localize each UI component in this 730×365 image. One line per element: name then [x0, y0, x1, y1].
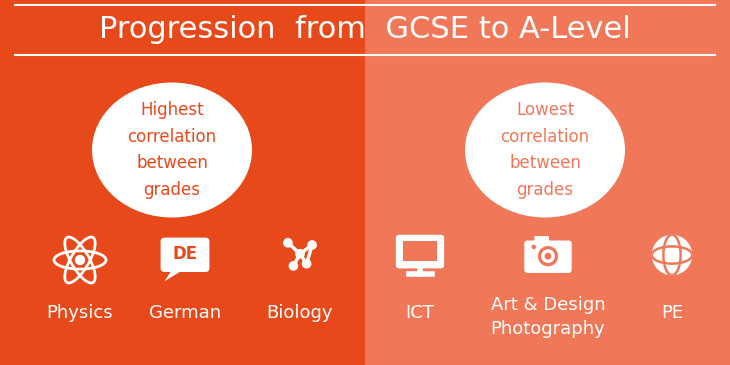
Text: Highest
correlation
between
grades: Highest correlation between grades	[128, 101, 217, 199]
Text: German: German	[149, 304, 221, 322]
Text: Biology: Biology	[266, 304, 334, 322]
Bar	[0, 0, 365, 365]
FancyBboxPatch shape	[396, 235, 444, 268]
Circle shape	[295, 249, 305, 259]
Circle shape	[652, 235, 692, 275]
Circle shape	[74, 255, 85, 265]
Circle shape	[288, 261, 299, 271]
Text: Lowest
correlation
between
grades: Lowest correlation between grades	[501, 101, 590, 199]
Text: Physics: Physics	[47, 304, 113, 322]
Bar	[365, 0, 730, 365]
Text: Art & Design
Photography: Art & Design Photography	[491, 296, 605, 338]
Polygon shape	[164, 268, 186, 281]
FancyBboxPatch shape	[524, 241, 572, 273]
Circle shape	[538, 246, 558, 266]
Circle shape	[541, 249, 555, 263]
FancyBboxPatch shape	[161, 238, 210, 272]
Circle shape	[545, 253, 551, 260]
Circle shape	[301, 259, 312, 269]
Text: ICT: ICT	[406, 304, 434, 322]
Ellipse shape	[465, 82, 625, 218]
FancyBboxPatch shape	[534, 236, 549, 245]
Circle shape	[283, 238, 293, 247]
Bar	[404, 241, 437, 261]
Circle shape	[531, 245, 536, 249]
Text: PE: PE	[661, 304, 683, 322]
Text: DE: DE	[172, 245, 198, 262]
Circle shape	[307, 240, 317, 250]
Text: Progression  from  GCSE to A-Level: Progression from GCSE to A-Level	[99, 15, 631, 45]
Ellipse shape	[92, 82, 252, 218]
